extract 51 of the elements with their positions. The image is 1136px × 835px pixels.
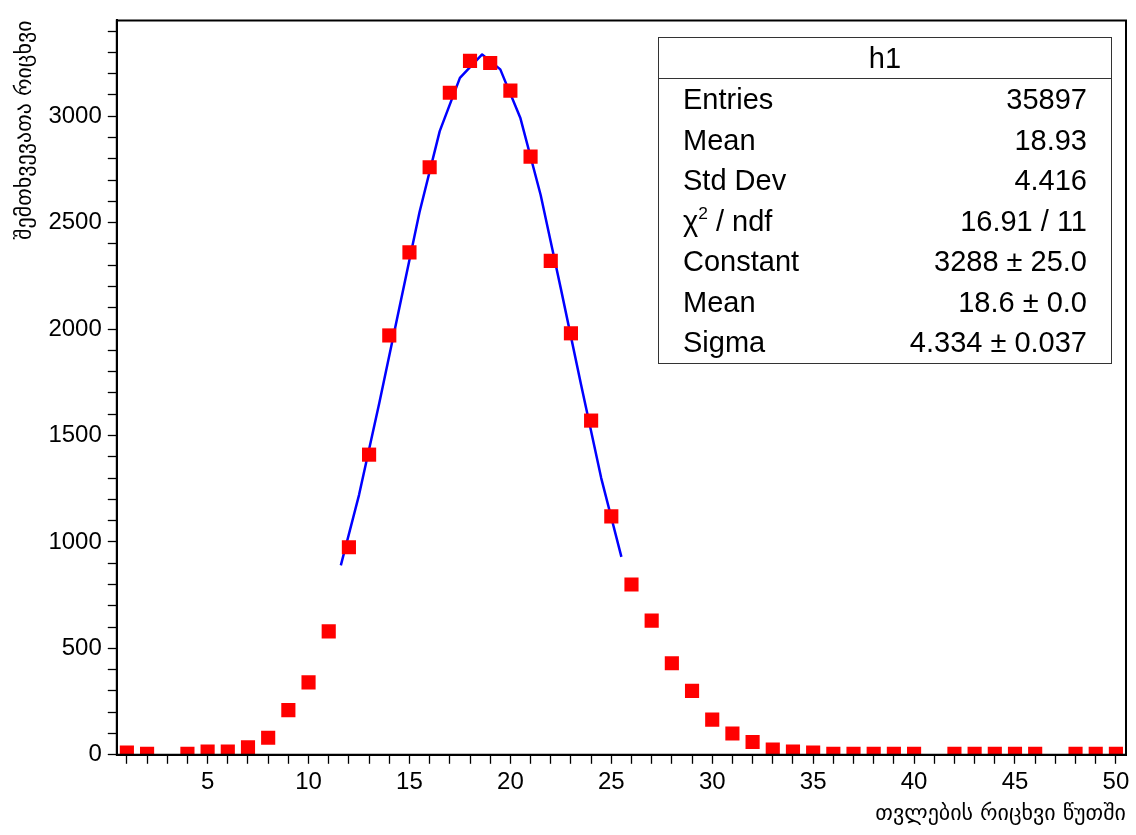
y-tick-label: 1000: [48, 526, 102, 554]
point: [765, 742, 780, 755]
annotation: 35897: [1006, 82, 1087, 117]
point: [584, 413, 599, 428]
annotation: 18.93: [1014, 122, 1087, 158]
point: [483, 55, 498, 71]
point: [563, 326, 579, 341]
annotation: 18.6 ± 0.0: [958, 284, 1087, 320]
point: [644, 613, 659, 628]
point: [442, 85, 457, 100]
annotation: Mean: [683, 122, 756, 158]
y-tick-label: 500: [61, 632, 102, 660]
point: [462, 53, 478, 68]
x-tick-label: 35: [799, 766, 827, 794]
x-tick-label: 5: [200, 766, 215, 794]
annotation: χ$^{2}$ / ndf: [683, 201, 773, 239]
x-tick-label: 50: [1102, 766, 1130, 794]
y-tick-label: 3000: [48, 100, 102, 128]
y-tick-label: 0: [88, 739, 102, 767]
x-tick-label: 10: [295, 766, 322, 794]
y-axis-title: შემთხვევათა რიცხვი: [10, 20, 36, 240]
annotation: Mean: [683, 284, 756, 320]
annotation: Std Dev: [683, 163, 787, 198]
y-tick-label: 2000: [48, 313, 102, 341]
annotation: 4.334 ± 0.037: [909, 325, 1087, 360]
x-tick-label: 25: [597, 766, 625, 794]
annotation: 4.416: [1014, 163, 1087, 198]
x-tick-label: 15: [396, 766, 423, 794]
point: [604, 509, 619, 524]
x-tick-label: 40: [900, 766, 928, 794]
x-tick-label: 45: [1001, 766, 1029, 794]
point: [422, 160, 437, 175]
x-tick-label: 20: [497, 766, 524, 794]
annotation: 16.91 / 11: [960, 203, 1087, 239]
point: [624, 577, 639, 592]
annotation: Sigma: [683, 325, 766, 360]
annotation: 3288 ± 25.0: [934, 244, 1087, 279]
point: [503, 83, 518, 98]
point: [341, 540, 356, 555]
x-axis-title: თვლების რიცხვი წუთში: [875, 799, 1126, 825]
annotation: Constant: [683, 244, 800, 279]
y-tick-label: 2500: [48, 207, 102, 235]
point: [523, 149, 538, 164]
x-tick-label: 30: [698, 766, 726, 794]
point: [362, 447, 377, 462]
annotation: h1: [659, 38, 1111, 79]
point: [382, 328, 397, 343]
point: [402, 245, 417, 260]
y-tick-label: 1500: [48, 420, 102, 448]
annotation: Entries: [683, 82, 774, 117]
point: [543, 253, 558, 269]
